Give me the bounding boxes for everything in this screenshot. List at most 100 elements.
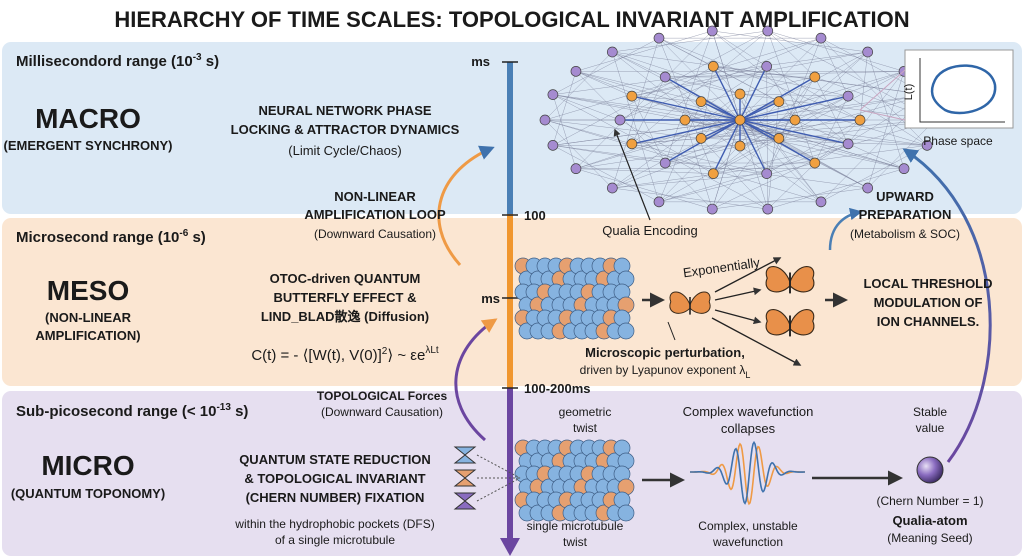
axis-label: ms — [481, 291, 500, 306]
network-node — [707, 61, 719, 72]
network-link — [766, 66, 861, 121]
network-link — [612, 30, 768, 53]
icon-link — [476, 454, 521, 479]
network-node — [815, 32, 827, 44]
network-link — [820, 38, 849, 97]
network-link — [631, 95, 779, 139]
network-node — [614, 114, 626, 126]
network-link — [575, 30, 713, 72]
network-link — [713, 51, 868, 174]
network-link — [712, 119, 741, 174]
pointer — [667, 321, 676, 341]
annotation: driven by Lyapunov exponent λL — [580, 363, 751, 380]
network-link — [552, 51, 868, 95]
network-node — [570, 163, 582, 175]
annotation: single microtubule — [527, 519, 624, 533]
network-node — [762, 203, 774, 215]
network-link — [612, 51, 741, 95]
network-node — [679, 114, 691, 126]
network-link — [552, 145, 666, 164]
annotation: twist — [573, 421, 598, 435]
annotation: twist — [563, 535, 588, 549]
phase-space-box — [904, 49, 1014, 129]
network-link — [739, 119, 936, 147]
butterfly — [765, 309, 815, 337]
network-link — [766, 119, 796, 174]
annotation: Qualia Encoding — [602, 223, 697, 238]
process-label: NEURAL NETWORK PHASE — [258, 103, 431, 118]
forces-note: (Downward Causation) — [321, 405, 443, 419]
annotation: (Meaning Seed) — [887, 531, 972, 545]
network-link — [713, 66, 928, 95]
network-node — [570, 65, 582, 77]
title: HIERARCHY OF TIME SCALES: TOPOLOGICAL IN… — [114, 7, 909, 32]
network-node — [539, 114, 551, 126]
network-node — [626, 138, 638, 150]
network-node — [762, 25, 774, 37]
outcome-label: ION CHANNELS. — [877, 314, 980, 329]
network-link — [612, 38, 660, 189]
loop-label: NON-LINEAR — [334, 189, 416, 204]
network-node — [862, 182, 874, 194]
network-node — [547, 89, 559, 100]
network-link — [739, 66, 768, 121]
network-link — [552, 71, 577, 146]
hourglass-icon — [453, 492, 477, 510]
network-node — [854, 114, 866, 126]
network-link — [684, 119, 713, 210]
network-link — [739, 119, 780, 140]
network-node — [547, 140, 559, 151]
network-link — [712, 30, 741, 121]
network-link — [778, 101, 928, 146]
network-link — [619, 37, 822, 121]
wing — [765, 309, 791, 336]
network-link — [766, 119, 861, 174]
network-link — [684, 101, 779, 121]
network-link — [658, 162, 815, 203]
phase-axis-label: L(t) — [903, 84, 915, 101]
location-label: within the hydrophobic pockets (DFS) — [234, 517, 434, 531]
network-node — [921, 140, 933, 151]
network-link — [612, 187, 768, 210]
network-link — [631, 119, 936, 145]
network-link — [658, 37, 780, 102]
range-prefix: Sub-picosecond range (< 10 — [16, 403, 216, 420]
phase-link — [859, 69, 906, 121]
process-note: (Limit Cycle/Chaos) — [288, 143, 401, 158]
tubulin — [617, 322, 635, 340]
process-label: QUANTUM STATE REDUCTION — [239, 452, 431, 467]
network-link — [767, 30, 816, 164]
network-link — [814, 96, 849, 164]
range-suffix: s) — [231, 403, 249, 420]
network-link — [712, 119, 741, 210]
network-link — [739, 93, 849, 97]
wing — [789, 266, 815, 293]
range-label: Millisecondord range (10-3 s) — [16, 52, 219, 70]
network-link — [665, 76, 741, 95]
wavefunction — [690, 440, 805, 505]
scale-subtitle: (NON-LINEAR — [45, 310, 132, 325]
network-link — [739, 100, 780, 121]
range-prefix: Millisecondord range (10 — [16, 53, 193, 70]
network-link — [552, 30, 768, 146]
wing — [689, 291, 711, 314]
loop-label: AMPLIFICATION LOOP — [304, 207, 446, 222]
formula: C(t) = - ⟨[W(t), V(0)]2⟩ ~ εeλLt — [251, 345, 439, 364]
network-link — [631, 95, 905, 169]
network-node — [809, 157, 821, 169]
formula-exponent: λLt — [425, 345, 439, 356]
formula-part: C(t) = - ⟨[W(t), V(0)] — [251, 347, 381, 364]
annotation: Microscopic perturbation, — [585, 345, 745, 360]
network-link — [612, 51, 660, 202]
network-link — [767, 30, 815, 78]
divergence-arrow — [711, 317, 802, 366]
network-link — [612, 51, 666, 78]
network-node — [734, 140, 746, 152]
network-node — [773, 96, 785, 107]
network-link — [766, 66, 769, 210]
divergence-arrow — [714, 257, 782, 293]
network-link — [778, 138, 868, 189]
network-node — [706, 203, 718, 215]
network-node — [809, 71, 821, 83]
network-link — [712, 143, 849, 210]
